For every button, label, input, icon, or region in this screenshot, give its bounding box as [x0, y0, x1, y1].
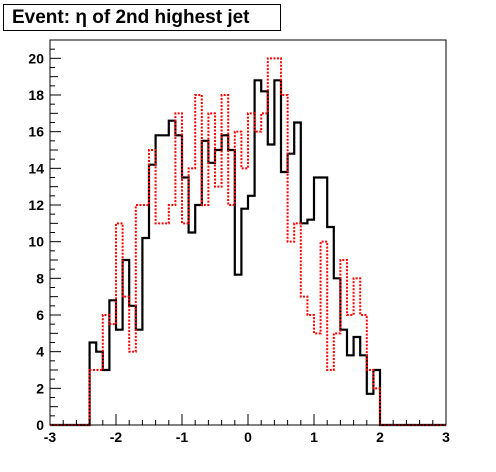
y-tick-label: 12	[28, 197, 44, 213]
y-tick-label: 2	[36, 380, 44, 396]
x-tick-label: 1	[310, 429, 318, 445]
y-tick-label: 0	[36, 417, 44, 433]
x-tick-label: -2	[110, 429, 123, 445]
x-tick-label: 2	[376, 429, 384, 445]
x-tick-label: 3	[442, 429, 450, 445]
y-tick-label: 8	[36, 270, 44, 286]
chart-title: Event: η of 2nd highest jet	[3, 4, 281, 31]
series-1-step-line	[50, 79, 446, 427]
x-tick-label: -1	[176, 429, 189, 445]
y-tick-label: 10	[28, 234, 44, 250]
series-layer	[50, 57, 446, 427]
x-tick-label: -3	[44, 429, 57, 445]
x-tick-label: 0	[244, 429, 252, 445]
y-tick-label: 20	[28, 50, 44, 66]
y-tick-label: 6	[36, 307, 44, 323]
y-tick-label: 14	[28, 160, 44, 176]
y-tick-label: 4	[36, 344, 44, 360]
y-tick-label: 18	[28, 87, 44, 103]
series-2-step-line	[50, 57, 446, 426]
y-tick-label: 16	[28, 124, 44, 140]
